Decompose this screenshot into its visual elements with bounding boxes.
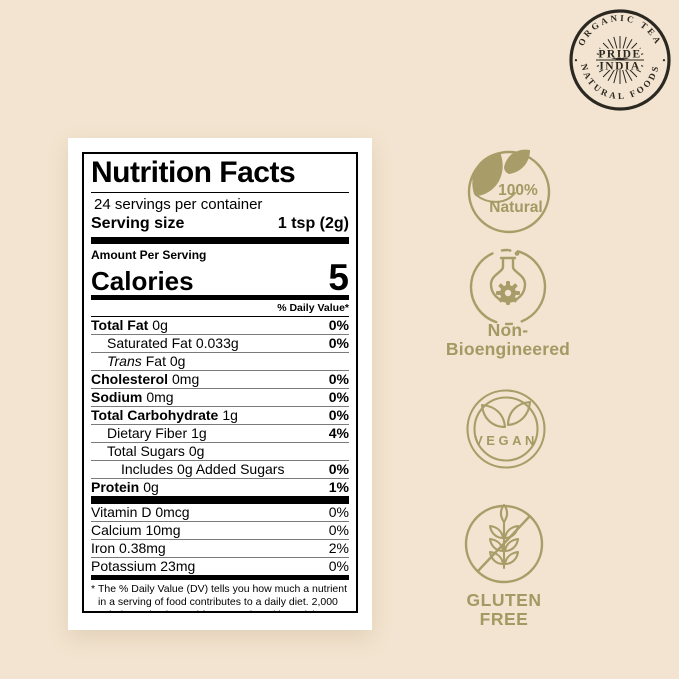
logo-left-dot: •	[574, 56, 577, 66]
logo-outer-ring	[569, 9, 671, 111]
badge-non-bioengineered-caption: Non- Bioengineered	[408, 321, 608, 358]
caption-line: GLUTEN	[466, 590, 542, 610]
nutrient-row-trans-fat: Trans Fat 0g	[91, 353, 349, 371]
medium-divider	[91, 295, 349, 300]
serving-size-row: Serving size 1 tsp (2g)	[91, 214, 349, 237]
thick-divider	[91, 237, 349, 244]
leaves-icon	[472, 149, 530, 203]
badge-non-bioengineered	[469, 248, 547, 326]
calories-value: 5	[328, 257, 349, 298]
brand-logo: ORGANIC TEA NATURAL FOODS • •	[569, 9, 671, 111]
badge-gluten-free	[464, 503, 544, 584]
nutrient-row-dietary-fiber: Dietary Fiber 1g 4%	[91, 425, 349, 443]
badge-broken-ring	[469, 248, 547, 326]
micronutrient-row-vitamin-d: Vitamin D 0mcg 0%	[91, 504, 349, 522]
logo-center-word-1: PRIDE	[598, 49, 641, 61]
sunburst-icon	[596, 36, 644, 84]
nutrient-row-added-sugars: Includes 0g Added Sugars 0%	[91, 461, 349, 479]
nutrition-facts-label: Nutrition Facts 24 servings per containe…	[82, 152, 358, 613]
serving-size-value: 1 tsp (2g)	[277, 215, 349, 232]
caption-line: Bioengineered	[445, 338, 571, 359]
nutrient-row-cholesterol: Cholesterol 0mg 0%	[91, 371, 349, 389]
badge-inner-ring	[473, 396, 539, 462]
badge-outer-ring	[466, 389, 546, 469]
badge-vegan-label: VEGAN	[474, 433, 538, 448]
flask-gear-icon	[489, 249, 527, 305]
amount-per-serving: Amount Per Serving	[91, 248, 207, 262]
nutrient-row-total-fat: Total Fat 0g 0%	[91, 317, 349, 335]
calories-label: Calories	[91, 266, 194, 296]
nutrient-row-saturated-fat: Saturated Fat 0.033g 0%	[91, 335, 349, 353]
badge-vegan: VEGAN	[466, 389, 546, 469]
nutrient-row-sodium: Sodium 0mg 0%	[91, 389, 349, 407]
badge-ring	[467, 150, 551, 234]
wheat-slash-icon	[476, 503, 531, 573]
nutrient-row-total-sugars: Total Sugars 0g	[91, 443, 349, 461]
badge-gluten-free-caption: GLUTEN FREE	[434, 591, 574, 629]
logo-right-dot: •	[662, 56, 665, 66]
sprout-leaves-icon	[480, 400, 532, 429]
micronutrient-row-potassium: Potassium 23mg 0%	[91, 558, 349, 574]
nutrient-row-total-carbohydrate: Total Carbohydrate 1g 0%	[91, 407, 349, 425]
thick-divider	[91, 496, 349, 504]
nutrient-row-protein: Protein 0g 1%	[91, 479, 349, 495]
footnote: * The % Daily Value (DV) tells you how m…	[91, 583, 347, 611]
badge-100-natural: 100% Natural	[467, 149, 551, 234]
micronutrient-row-iron: Iron 0.38mg 2%	[91, 540, 349, 558]
medium-divider	[91, 575, 349, 580]
label-title: Nutrition Facts	[91, 156, 349, 193]
calories-row: Calories 5	[91, 257, 349, 298]
label-card: Nutrition Facts 24 servings per containe…	[68, 138, 372, 630]
serving-size-label: Serving size	[91, 215, 185, 232]
servings-per-container: 24 servings per container	[94, 196, 263, 213]
caption-line: FREE	[479, 609, 529, 629]
micronutrient-row-calcium: Calcium 10mg 0%	[91, 522, 349, 540]
badge-natural-line2: Natural	[489, 199, 542, 216]
badge-natural-line1: 100%	[498, 182, 538, 199]
caption-line: Non-	[487, 320, 529, 340]
daily-value-header: % Daily Value*	[91, 300, 349, 317]
logo-center-word-2: INDIA	[599, 61, 640, 73]
